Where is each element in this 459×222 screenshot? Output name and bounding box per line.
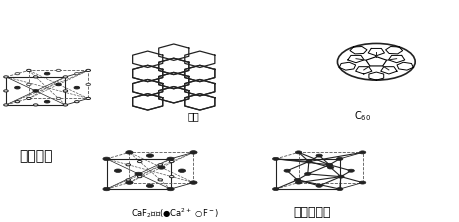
Circle shape [27,69,31,71]
Circle shape [305,160,311,163]
Text: C$_{60}$: C$_{60}$ [353,109,370,123]
Circle shape [103,187,110,191]
Circle shape [86,97,90,99]
Circle shape [15,86,20,89]
Circle shape [44,72,50,75]
Text: 金刚石晶胞: 金刚石晶胞 [293,206,330,219]
Text: 干冰晶胞: 干冰晶胞 [19,150,52,164]
Circle shape [315,184,322,187]
Circle shape [137,161,142,163]
Circle shape [157,179,162,181]
Circle shape [325,163,332,166]
Circle shape [126,179,130,181]
Circle shape [126,164,130,166]
Circle shape [358,151,365,154]
Circle shape [15,73,20,75]
Circle shape [295,151,301,154]
Circle shape [27,97,31,99]
Circle shape [336,188,342,190]
Text: 石墨: 石墨 [187,111,199,121]
Circle shape [74,86,79,89]
Circle shape [34,76,38,78]
Circle shape [178,169,185,172]
Circle shape [56,69,61,71]
Circle shape [44,100,50,103]
Circle shape [15,101,20,103]
Circle shape [336,157,342,160]
Circle shape [337,175,343,178]
Circle shape [327,166,333,169]
Circle shape [167,187,174,191]
Circle shape [4,104,8,106]
Circle shape [272,188,278,190]
Circle shape [283,169,290,172]
Circle shape [114,169,121,172]
Circle shape [167,157,174,161]
Circle shape [272,157,278,160]
Circle shape [56,83,61,86]
Circle shape [4,90,8,92]
Circle shape [63,90,67,92]
Circle shape [34,104,38,106]
Circle shape [294,178,300,181]
Circle shape [137,176,142,178]
Circle shape [295,181,301,184]
Circle shape [169,161,174,163]
Circle shape [304,172,310,175]
Circle shape [74,73,79,75]
Circle shape [33,90,39,92]
Circle shape [125,181,133,184]
Circle shape [86,83,90,85]
Circle shape [315,154,322,157]
Circle shape [86,69,90,71]
Circle shape [190,181,196,184]
Circle shape [146,154,153,157]
Circle shape [347,169,353,172]
Circle shape [169,176,174,178]
Circle shape [103,157,110,161]
Circle shape [125,151,133,154]
Circle shape [190,151,196,154]
Circle shape [56,97,61,99]
Circle shape [146,184,153,188]
Circle shape [157,166,165,169]
Circle shape [4,76,8,78]
Circle shape [157,164,162,166]
Circle shape [63,76,67,78]
Circle shape [27,83,31,85]
Circle shape [134,172,142,176]
Circle shape [63,104,67,106]
Circle shape [74,101,79,103]
Text: CaF$_2$晶胞(●Ca$^{2+}$ ○F$^-$): CaF$_2$晶胞(●Ca$^{2+}$ ○F$^-$) [131,206,218,220]
Circle shape [358,181,365,184]
